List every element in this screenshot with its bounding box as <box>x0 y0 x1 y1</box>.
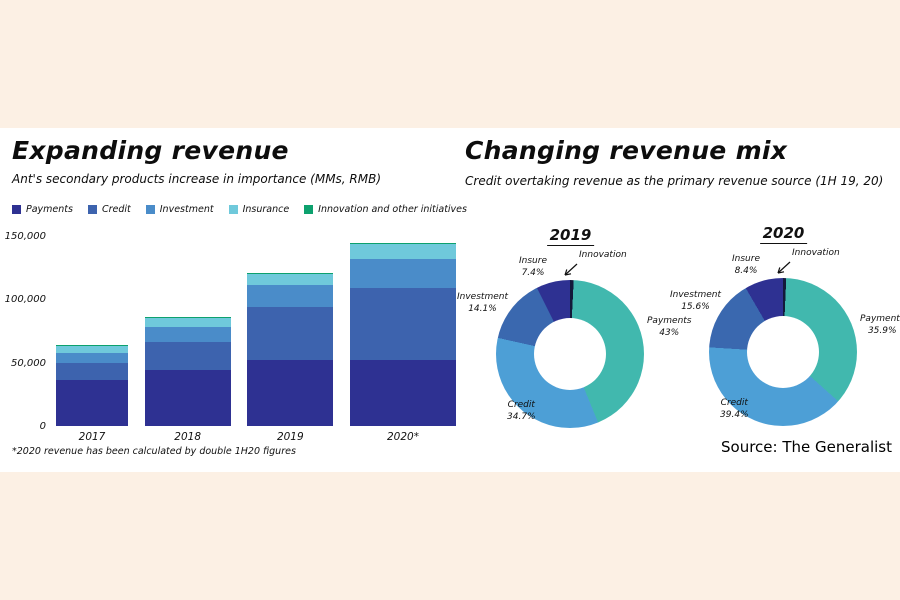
y-axis-tick: 100,000 <box>4 294 46 306</box>
donut-label-payments: Payments 43% <box>647 316 692 339</box>
legend-swatch <box>87 205 97 214</box>
donut-label-credit: Credit 39.4% <box>720 398 749 421</box>
innovation-arrow-icon <box>777 261 791 274</box>
y-axis-tick: 0 <box>39 421 46 432</box>
legend-label: Innovation and other initiatives <box>318 204 467 215</box>
x-axis-label: 2020* <box>386 431 419 443</box>
legend-label: Investment <box>159 204 214 215</box>
donut-label-innovation: Innovation <box>792 248 840 260</box>
donut-label-insure: Insure 7.4% <box>519 256 547 279</box>
bar-segment-innovation <box>144 317 231 319</box>
bar-segment-insurance <box>144 318 231 328</box>
bar-2018: 2018 <box>144 317 231 443</box>
x-axis-label: 2019 <box>276 431 304 443</box>
slice-name: Insure <box>519 256 547 266</box>
slice-name: Credit <box>720 398 748 408</box>
donut-section-subtitle: Credit overtaking revenue as the primary… <box>465 174 884 188</box>
legend-item-credit: Credit <box>87 204 131 215</box>
slice-name: Payments <box>860 314 900 324</box>
y-axis: 0 50,000 100,000 150,000 <box>0 231 46 432</box>
legend-swatch <box>304 205 314 214</box>
bar-segment-innovation <box>56 344 128 347</box>
slice-name: Payments <box>647 316 692 326</box>
slice-pct: 7.4% <box>521 267 545 278</box>
bar-segment-investment <box>349 258 456 288</box>
x-axis-label: 2017 <box>78 431 106 443</box>
bar-2017: 2017 <box>56 344 128 443</box>
donut-2019: 2019 Insure 7.4% Innovation Investment 1… <box>457 224 692 439</box>
bar-segment-insurance <box>349 243 456 259</box>
source-credit: Source: The Generalist <box>721 438 892 456</box>
bar-segment-insurance <box>56 346 128 353</box>
bar-chart-footnote: *2020 revenue has been calculated by dou… <box>12 446 296 457</box>
legend-swatch <box>12 205 21 214</box>
donut-label-innovation: Innovation <box>579 250 627 262</box>
donut-2019-title: 2019 <box>546 226 595 246</box>
legend-item-payments: Payments <box>12 204 73 215</box>
bar-segment-payments <box>56 380 128 426</box>
x-axis-label: 2018 <box>174 431 202 443</box>
bar-segment-investment <box>56 352 128 363</box>
slice-pct: 39.4% <box>720 409 749 420</box>
bar-segment-credit <box>349 287 456 361</box>
legend-label: Credit <box>101 204 131 215</box>
bar-segment-innovation <box>349 242 456 244</box>
y-axis-tick: 50,000 <box>11 357 46 369</box>
infographic-panel: Expanding revenue Ant's secondary produc… <box>0 128 900 472</box>
bar-segment-credit <box>56 362 128 381</box>
slice-pct: 34.7% <box>507 411 536 422</box>
bar-segment-investment <box>144 327 231 343</box>
slice-pct: 14.1% <box>468 303 497 314</box>
donut-2019-ring <box>496 280 644 428</box>
legend-label: Insurance <box>242 204 290 215</box>
slice-name: Investment <box>457 292 508 302</box>
donut-2020-title: 2020 <box>759 224 808 244</box>
slice-name: Credit <box>507 400 535 410</box>
bar-chart-subtitle: Ant's secondary products increase in imp… <box>12 172 382 186</box>
bar-2020: 2020* <box>349 242 456 443</box>
legend-swatch <box>145 205 155 214</box>
bar-chart-title: Expanding revenue <box>12 136 289 165</box>
bar-segment-payments <box>144 370 231 426</box>
legend-swatch <box>228 205 238 214</box>
bars: 2017 2018 2019 2020* <box>56 236 456 443</box>
y-axis-tick: 150,000 <box>4 231 46 242</box>
bar-segment-credit <box>144 342 231 371</box>
slice-name: Innovation <box>579 250 627 260</box>
donut-section-title: Changing revenue mix <box>465 136 788 165</box>
bar-segment-payments <box>247 360 334 426</box>
slice-pct: 15.6% <box>681 301 710 312</box>
donut-label-payments: Payments 35.9% <box>860 314 900 337</box>
slice-name: Insure <box>732 254 760 264</box>
donut-label-investment: Investment 15.6% <box>670 290 721 313</box>
donut-2020: 2020 Insure 8.4% Innovation Investment 1… <box>670 222 900 437</box>
bar-segment-payments <box>349 360 456 426</box>
innovation-arrow-icon <box>564 263 578 276</box>
donut-label-insure: Insure 8.4% <box>732 254 760 277</box>
donut-2020-hole <box>747 316 819 388</box>
slice-pct: 35.9% <box>867 325 897 336</box>
slice-pct: 8.4% <box>734 265 758 276</box>
donut-2020-ring <box>709 278 857 426</box>
bar-2019: 2019 <box>247 272 334 443</box>
bar-segment-investment <box>247 285 334 307</box>
donut-label-investment: Investment 14.1% <box>457 292 508 315</box>
legend-item-investment: Investment <box>145 204 214 215</box>
legend-label: Payments <box>26 204 73 215</box>
bar-segment-insurance <box>247 274 334 286</box>
legend-item-innovation: Innovation and other initiatives <box>304 204 467 215</box>
donut-2019-hole <box>534 318 606 390</box>
bar-segment-credit <box>247 306 334 361</box>
donut-label-credit: Credit 34.7% <box>507 400 536 423</box>
legend: Payments Credit Investment Insurance Innovat… <box>12 204 467 215</box>
legend-item-insurance: Insurance <box>228 204 290 215</box>
slice-name: Innovation <box>792 248 840 258</box>
slice-name: Investment <box>670 290 721 300</box>
slice-pct: 43% <box>659 327 680 338</box>
bar-segment-innovation <box>247 272 334 275</box>
